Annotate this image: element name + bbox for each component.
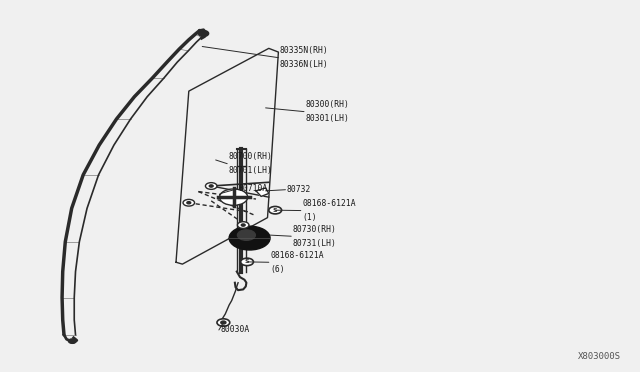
Text: 80730(RH): 80730(RH) bbox=[292, 225, 337, 234]
Text: 80301(LH): 80301(LH) bbox=[305, 114, 349, 123]
Text: 80030A: 80030A bbox=[220, 326, 250, 334]
Polygon shape bbox=[256, 188, 269, 196]
Text: 08168-6121A: 08168-6121A bbox=[302, 199, 356, 208]
Circle shape bbox=[187, 202, 191, 204]
Text: 80300(RH): 80300(RH) bbox=[305, 100, 349, 109]
Text: S: S bbox=[244, 259, 250, 264]
Circle shape bbox=[68, 339, 76, 343]
Text: 80700(RH): 80700(RH) bbox=[228, 152, 273, 161]
Text: X803000S: X803000S bbox=[578, 352, 621, 361]
Circle shape bbox=[241, 258, 253, 266]
Text: 08168-6121A: 08168-6121A bbox=[270, 251, 324, 260]
Text: 80731(LH): 80731(LH) bbox=[292, 239, 337, 248]
Circle shape bbox=[229, 226, 270, 250]
Circle shape bbox=[205, 183, 217, 189]
Circle shape bbox=[183, 199, 195, 206]
Text: 80335N(RH): 80335N(RH) bbox=[280, 46, 328, 55]
Text: (1): (1) bbox=[302, 213, 317, 222]
Circle shape bbox=[241, 224, 245, 226]
Circle shape bbox=[217, 319, 230, 326]
Circle shape bbox=[237, 222, 249, 228]
Circle shape bbox=[198, 31, 209, 36]
Text: 80732: 80732 bbox=[287, 185, 311, 194]
Circle shape bbox=[221, 321, 226, 324]
Text: (6): (6) bbox=[270, 265, 285, 274]
Circle shape bbox=[237, 230, 255, 240]
Text: 80710A: 80710A bbox=[238, 185, 268, 193]
Text: S: S bbox=[273, 208, 278, 213]
Text: 80701(LH): 80701(LH) bbox=[228, 166, 273, 175]
Circle shape bbox=[209, 185, 213, 187]
Circle shape bbox=[269, 206, 282, 214]
Circle shape bbox=[220, 189, 248, 205]
Text: 80336N(LH): 80336N(LH) bbox=[280, 60, 328, 69]
